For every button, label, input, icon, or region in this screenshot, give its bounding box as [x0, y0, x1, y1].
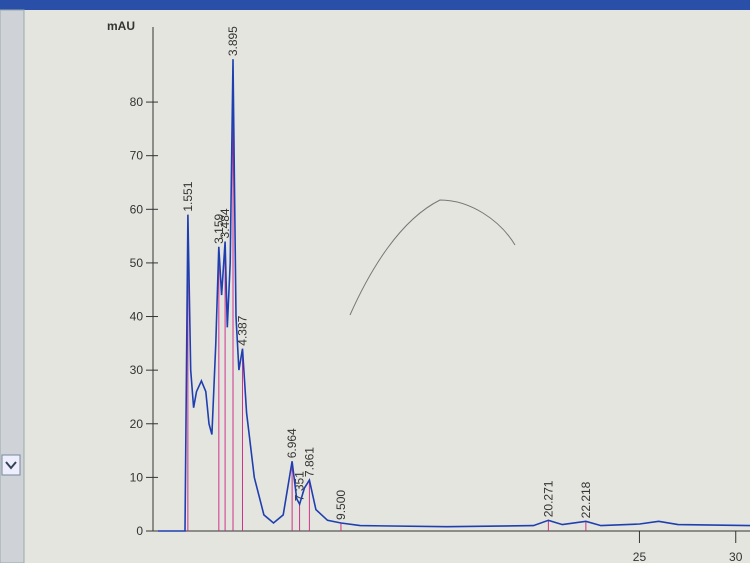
pen-scribble	[349, 199, 516, 316]
y-tick-label: 60	[130, 202, 144, 216]
dropdown-button[interactable]	[1, 454, 21, 476]
peak-label: 3.895	[226, 26, 240, 56]
trace	[158, 59, 750, 532]
y-tick-label: 70	[130, 149, 144, 163]
y-tick-label: 20	[130, 417, 144, 431]
peak-label: 20.271	[541, 480, 555, 517]
y-tick-label: 10	[130, 470, 144, 484]
peak-label: 6.964	[285, 428, 299, 458]
window-title-bar	[0, 0, 750, 10]
x-tick-label: 30	[729, 550, 743, 563]
y-tick-label: 30	[130, 363, 144, 377]
y-tick-label: 50	[130, 256, 144, 270]
side-panel	[0, 9, 25, 563]
peak-label: 4.387	[235, 315, 249, 345]
peak-label: 9.500	[334, 490, 348, 520]
y-tick-label: 0	[136, 524, 143, 538]
y-tick-label: 40	[130, 310, 144, 324]
y-axis-label: mAU	[107, 19, 135, 33]
y-tick-label: 80	[130, 95, 144, 109]
dropdown-arrow	[5, 461, 17, 470]
peak-label: 7.861	[302, 447, 316, 477]
peak-label: 3.484	[218, 208, 232, 238]
peak-label: 22.218	[579, 481, 593, 518]
x-tick-label: 25	[633, 550, 647, 563]
peak-label: 1.551	[181, 181, 195, 211]
peak-label: 3.159	[212, 213, 226, 243]
